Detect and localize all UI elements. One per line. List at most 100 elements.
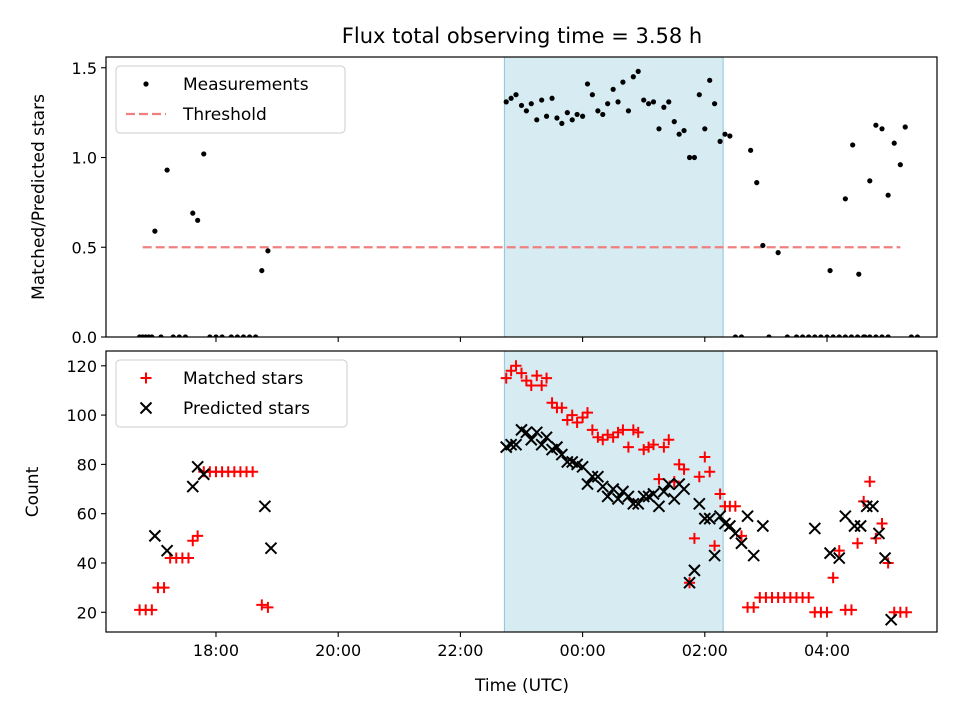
measurement-point [824, 334, 830, 337]
plot-area [134, 360, 912, 626]
matched-stars-point [158, 582, 170, 594]
measurement-point [897, 162, 903, 168]
predicted-stars-point [723, 519, 737, 533]
predicted-stars-point [854, 519, 867, 533]
measurement-point [620, 79, 626, 85]
measurement-point [681, 127, 687, 134]
measurement-point [201, 151, 207, 157]
predicted-stars-point [823, 546, 837, 560]
predicted-stars-point [627, 497, 640, 511]
top-y-axis-label: Matched/Predicted stars [29, 94, 49, 300]
predicted-stars-point [708, 549, 721, 562]
predicted-stars-point [677, 482, 691, 496]
measurement-point [806, 334, 812, 337]
legend-label: Measurements [183, 75, 309, 95]
matched-stars-point [531, 370, 543, 382]
measurement-point [848, 334, 855, 337]
predicted-stars-point [160, 544, 174, 557]
measurement-point [671, 119, 677, 125]
predicted-stars-point [504, 438, 518, 451]
y-tick-label: 80 [77, 455, 97, 474]
measurement-point [775, 250, 781, 256]
matched-stars-point [617, 424, 629, 436]
measurement-point [842, 334, 848, 337]
matched-stars-point [566, 409, 578, 421]
measurement-point [812, 334, 818, 337]
x-tick-label: 04:00 [804, 641, 850, 660]
predicted-stars-point [668, 492, 681, 506]
measurement-point [195, 217, 201, 223]
measurement-point [656, 126, 662, 132]
measurement-point [691, 154, 698, 161]
predicted-stars-point [535, 438, 548, 451]
predicted-stars-point [601, 490, 614, 503]
predicted-stars-point [606, 482, 620, 496]
predicted-stars-point [747, 549, 760, 562]
matched-stars-point [882, 557, 894, 569]
predicted-stars-point [631, 497, 645, 511]
measurement-point [170, 334, 176, 337]
measurement-point [190, 210, 196, 216]
predicted-stars-point [884, 613, 898, 626]
matched-stars-point [638, 444, 650, 456]
matched-stars-point [571, 416, 583, 428]
matched-stars-point [586, 424, 598, 436]
matched-stars-point [647, 439, 659, 451]
predicted-stars-point [148, 529, 162, 543]
bottom-y-axis-label: Count [23, 466, 43, 517]
legend: Measurements Threshold [115, 65, 346, 134]
measurement-point [549, 95, 555, 101]
matched-stars-point [729, 500, 741, 512]
matched-stars-point [262, 601, 274, 613]
measurement-point [793, 334, 800, 337]
measurement-point [902, 124, 908, 130]
measurement-point [149, 334, 155, 337]
predicted-stars-point [186, 480, 199, 493]
measurement-point [615, 99, 621, 105]
measurement-point [518, 102, 525, 109]
legend-measurement-swatch [143, 81, 149, 87]
predicted-stars-point [839, 509, 852, 523]
matched-stars-point [516, 367, 527, 379]
measurement-point [748, 147, 754, 153]
matched-stars-point [845, 604, 857, 616]
measurement-point [645, 101, 652, 107]
measurement-point [508, 95, 514, 101]
matched-stars-point [510, 360, 522, 372]
measurement-point [246, 334, 253, 337]
measurement-point [543, 113, 550, 119]
measurement-point [630, 74, 636, 80]
matched-stars-point [577, 412, 589, 424]
measurement-point [564, 110, 570, 116]
matched-stars-point [833, 545, 845, 557]
predicted-stars-point [525, 433, 538, 446]
predicted-stars-point [647, 487, 660, 501]
measurement-point [885, 334, 891, 337]
top-panel: 0.0 0.5 1.0 1.5 Measurements Threshold [72, 56, 938, 347]
matched-stars-point [852, 537, 864, 549]
measurement-point [722, 131, 728, 137]
matched-stars-point [693, 471, 705, 483]
measurement-point [213, 334, 219, 337]
predicted-stars-point [729, 527, 742, 540]
measurement-point [873, 122, 879, 128]
predicted-stars-point [555, 448, 569, 461]
measurement-point [850, 142, 856, 148]
x-tick-label: 22:00 [437, 641, 483, 660]
measurement-point [784, 334, 790, 337]
predicted-stars-point [652, 500, 666, 513]
measurement-point [574, 111, 580, 118]
y-tick-label: 0.5 [72, 238, 97, 257]
matched-stars-point [673, 458, 685, 470]
matched-stars-point [546, 397, 558, 409]
measurement-point [580, 113, 586, 119]
matched-stars-point [803, 591, 815, 603]
predicted-stars-point [520, 426, 533, 439]
matched-stars-point [704, 466, 716, 478]
measurement-point [265, 248, 271, 254]
matched-stars-point [900, 606, 912, 618]
measurement-point [610, 86, 616, 92]
matched-stars-point [561, 414, 573, 426]
matched-stars-point [864, 476, 876, 488]
measurement-point [595, 108, 601, 114]
